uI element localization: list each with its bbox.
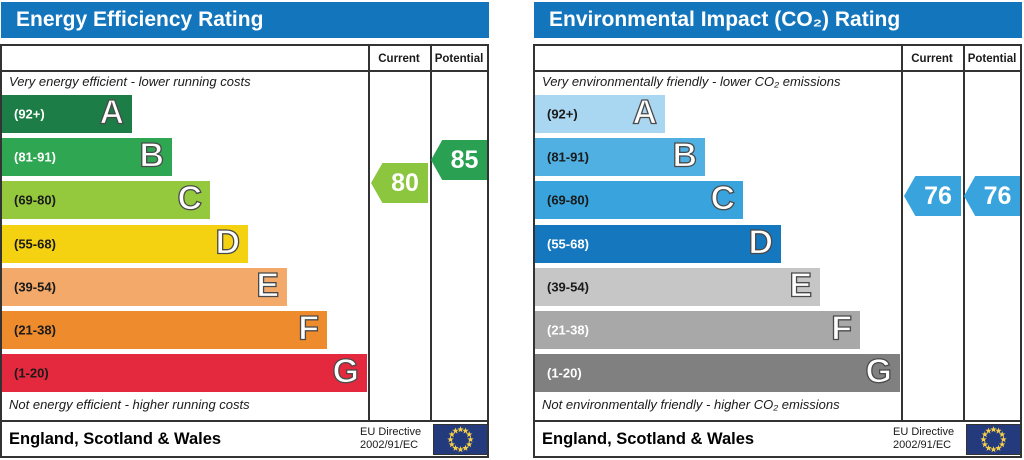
band-d: (55-68) D: [2, 223, 248, 263]
band-range: (39-54): [14, 279, 56, 295]
environmental-title-bar: Environmental Impact (CO₂) Rating: [534, 2, 1022, 38]
band-g: (1-20) G: [2, 352, 367, 392]
band-letter: G: [332, 352, 360, 391]
environmental-title: Environmental Impact (CO₂) Rating: [549, 8, 901, 31]
column-divider: [430, 46, 432, 422]
band-range: (21-38): [14, 322, 56, 338]
column-divider: [963, 46, 965, 422]
current-rating-value: 76: [924, 181, 952, 210]
band-letter: E: [789, 266, 813, 305]
eu-flag-stars: [980, 426, 1007, 453]
band-letter: B: [672, 136, 698, 175]
band-a: (92+) A: [2, 93, 132, 133]
table-footer: England, Scotland & Wales EU Directive 2…: [535, 422, 1021, 456]
band-letter: A: [99, 93, 125, 132]
band-letter: D: [215, 223, 241, 262]
footer-divider: [2, 420, 487, 422]
band-letter: E: [256, 266, 280, 305]
band-range: (69-80): [547, 192, 589, 208]
band-g: (1-20) G: [535, 352, 900, 392]
band-e: (39-54) E: [535, 266, 820, 306]
band-b: (81-91) B: [535, 136, 705, 176]
region-label: England, Scotland & Wales: [542, 430, 755, 448]
band-range: (39-54): [547, 279, 589, 295]
band-letter: D: [748, 223, 774, 262]
band-letter: F: [298, 309, 320, 348]
band-range: (81-91): [14, 149, 56, 165]
top-caption: Very energy efficient - lower running co…: [9, 74, 251, 89]
region-label: England, Scotland & Wales: [9, 430, 222, 448]
band-range: (55-68): [547, 236, 589, 252]
band-b: (81-91) B: [2, 136, 172, 176]
band-e: (39-54) E: [2, 266, 287, 306]
top-caption: Very environmentally friendly - lower CO…: [542, 74, 841, 89]
potential-column-header: Potential: [434, 53, 484, 65]
eu-flag-stars: [447, 426, 474, 453]
header-divider: [535, 70, 1020, 72]
bottom-caption: Not energy efficient - higher running co…: [9, 397, 250, 412]
potential-rating-value: 76: [983, 181, 1012, 210]
band-a: (92+) A: [535, 93, 665, 133]
eu-flag-icon: [433, 424, 488, 455]
band-d: (55-68) D: [535, 223, 781, 263]
current-rating-arrow: 76: [904, 176, 961, 216]
current-rating-arrow: 80: [371, 163, 428, 203]
environmental-rating-table: Current Potential Very environmentally f…: [533, 44, 1022, 458]
column-divider: [901, 46, 903, 422]
column-divider: [368, 46, 370, 422]
current-column-header: Current: [378, 53, 420, 65]
potential-rating-arrow: 85: [431, 140, 487, 180]
potential-rating-value: 85: [450, 145, 479, 174]
energy-efficiency-panel: Energy Efficiency Rating Current Potenti…: [0, 0, 490, 460]
energy-title-bar: Energy Efficiency Rating: [1, 2, 489, 38]
band-c: (69-80) C: [535, 179, 743, 219]
current-column-header: Current: [911, 53, 953, 65]
environmental-impact-panel: Environmental Impact (CO₂) Rating Curren…: [533, 0, 1023, 460]
band-c: (69-80) C: [2, 179, 210, 219]
band-letter: C: [710, 179, 736, 218]
potential-rating-arrow: 76: [964, 176, 1020, 216]
potential-column-header: Potential: [967, 53, 1017, 65]
band-letter: F: [831, 309, 853, 348]
energy-title: Energy Efficiency Rating: [16, 8, 264, 31]
band-range: (92+): [547, 106, 578, 122]
band-letter: G: [865, 352, 893, 391]
eu-directive-label: EU Directive 2002/91/EC: [360, 426, 422, 451]
current-rating-value: 80: [391, 168, 419, 197]
band-range: (1-20): [547, 365, 582, 381]
band-range: (1-20): [14, 365, 49, 381]
band-f: (21-38) F: [2, 309, 327, 349]
band-range: (81-91): [547, 149, 589, 165]
band-range: (69-80): [14, 192, 56, 208]
eu-flag-icon: [966, 424, 1021, 455]
band-range: (92+): [14, 106, 45, 122]
table-footer: England, Scotland & Wales EU Directive 2…: [2, 422, 488, 456]
band-range: (55-68): [14, 236, 56, 252]
header-divider: [2, 70, 487, 72]
band-letter: A: [632, 93, 658, 132]
band-f: (21-38) F: [535, 309, 860, 349]
band-letter: C: [177, 179, 203, 218]
footer-divider: [535, 420, 1020, 422]
band-letter: B: [139, 136, 165, 175]
energy-rating-table: Current Potential Very energy efficient …: [0, 44, 489, 458]
eu-directive-label: EU Directive 2002/91/EC: [893, 426, 955, 451]
band-range: (21-38): [547, 322, 589, 338]
bottom-caption: Not environmentally friendly - higher CO…: [542, 397, 840, 412]
